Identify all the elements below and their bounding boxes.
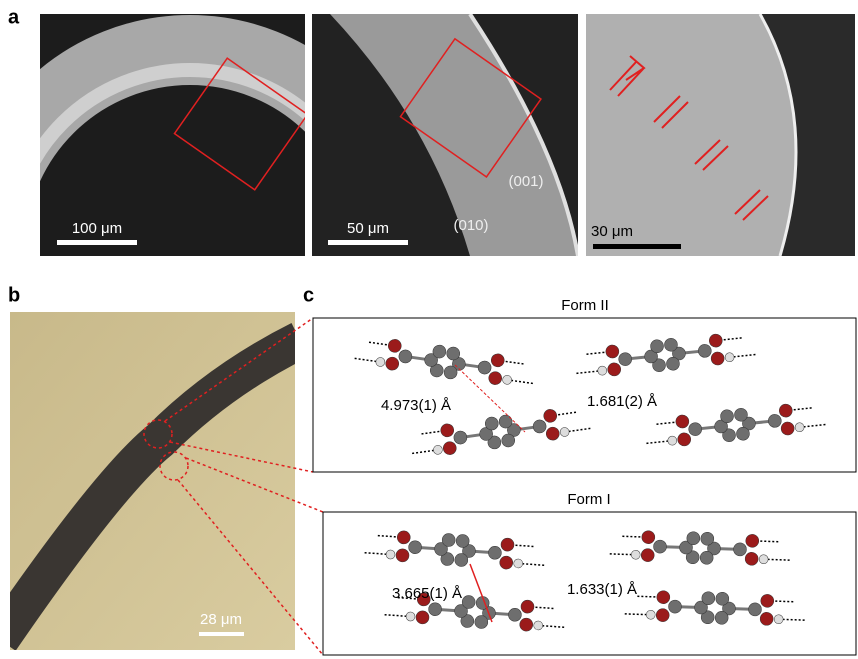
scale-bar-label: 28 μm — [200, 611, 242, 628]
scale-bar-label: 50 μm — [347, 220, 389, 237]
plane-label: (001) — [508, 173, 543, 190]
atom — [642, 530, 655, 543]
atom — [745, 552, 758, 565]
atom — [618, 352, 632, 366]
molecule — [644, 400, 826, 451]
atom — [490, 353, 505, 368]
atom — [385, 356, 400, 371]
atom — [560, 427, 570, 437]
atom — [761, 594, 774, 607]
atom — [508, 608, 522, 622]
atom — [709, 333, 723, 347]
panel-label: c — [303, 284, 314, 306]
atom — [631, 550, 640, 559]
atom — [760, 612, 773, 625]
distance-label: 1.681(2) Å — [587, 393, 657, 410]
atom — [700, 551, 713, 564]
distance-label: 1.633(1) Å — [567, 581, 637, 598]
atom — [774, 615, 783, 624]
atom — [641, 548, 654, 561]
molecule — [574, 330, 756, 381]
distance-line — [470, 564, 492, 622]
atom — [668, 600, 681, 613]
atom — [519, 618, 533, 632]
atom — [605, 344, 619, 358]
molecule — [624, 589, 805, 627]
atom — [675, 414, 689, 428]
distance-label: 3.665(1) Å — [392, 585, 462, 602]
form-title: Form II — [561, 297, 609, 314]
atom — [656, 608, 669, 621]
molecule — [354, 334, 537, 391]
atom — [733, 543, 746, 556]
atom — [687, 532, 700, 545]
atom — [716, 592, 729, 605]
atom — [725, 352, 735, 362]
atom — [667, 436, 677, 446]
atom — [408, 540, 422, 554]
atom — [597, 366, 607, 376]
molecule — [609, 529, 790, 567]
optical-image — [0, 312, 300, 650]
atom — [398, 349, 413, 364]
panel-label: b — [8, 284, 20, 306]
atom — [779, 403, 793, 417]
atom — [646, 610, 655, 619]
atom — [433, 445, 443, 455]
atom — [386, 550, 396, 560]
plane-label: (010) — [453, 217, 488, 234]
distance-label: 4.973(1) Å — [381, 397, 451, 414]
atom — [698, 344, 712, 358]
atom — [488, 546, 502, 560]
atom — [677, 432, 691, 446]
scale-bar-label: 30 μm — [591, 223, 633, 240]
atom — [795, 422, 805, 432]
atom — [513, 559, 523, 569]
atom — [533, 621, 543, 631]
atom — [521, 600, 535, 614]
atom — [768, 414, 782, 428]
figure: a 100 μm 50 μm (010) (001) 30 μm b — [0, 0, 858, 659]
atom — [499, 556, 513, 570]
atom — [688, 422, 702, 436]
scale-bar-label: 100 μm — [72, 220, 122, 237]
atom — [543, 409, 558, 424]
atom — [657, 590, 670, 603]
atom — [653, 540, 666, 553]
atom — [501, 538, 515, 552]
atom — [748, 603, 761, 616]
atom — [440, 423, 455, 438]
atom — [702, 592, 715, 605]
atom — [428, 602, 442, 616]
atom — [477, 360, 492, 375]
atom — [759, 555, 768, 564]
atom — [502, 375, 512, 385]
micrograph — [586, 14, 855, 256]
atom — [442, 441, 457, 456]
atom — [406, 612, 416, 622]
atom — [715, 611, 728, 624]
atom — [746, 534, 759, 547]
atom — [397, 530, 411, 544]
atom — [488, 371, 503, 386]
atom — [545, 426, 560, 441]
atom — [607, 362, 621, 376]
panel-label: a — [8, 6, 20, 28]
atom — [532, 419, 547, 434]
atom — [711, 351, 725, 365]
molecule — [364, 528, 546, 573]
atom — [387, 339, 402, 354]
atom — [375, 357, 385, 367]
atom — [701, 532, 714, 545]
atom — [416, 610, 430, 624]
atom — [453, 430, 468, 445]
form-title: Form I — [567, 491, 610, 508]
atom — [781, 421, 795, 435]
atom — [396, 548, 410, 562]
